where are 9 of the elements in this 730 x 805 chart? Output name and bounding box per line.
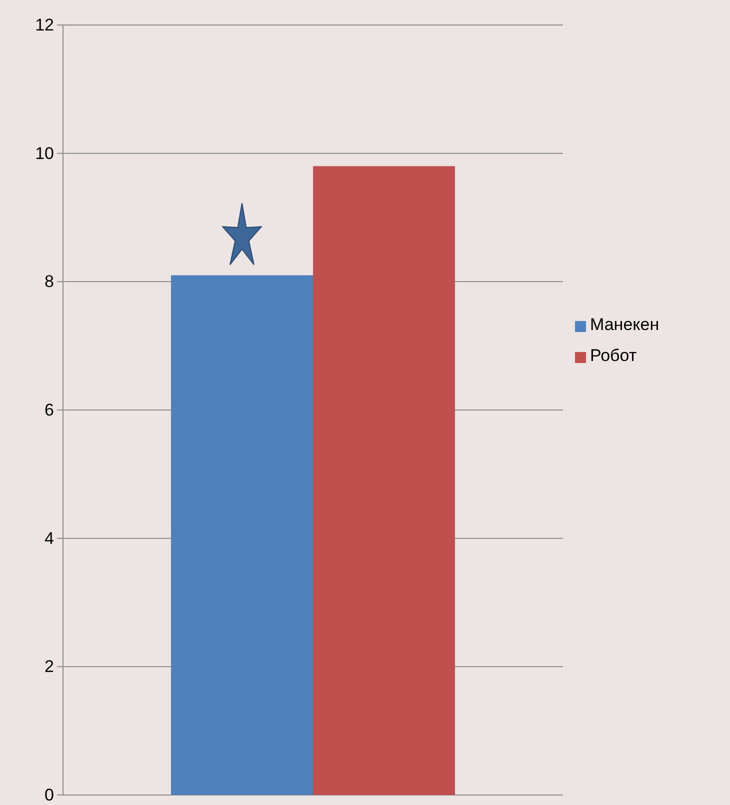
legend-label: Манекен: [590, 315, 660, 334]
y-tick-label: 10: [35, 144, 54, 163]
legend-label: Робот: [590, 346, 637, 365]
y-tick-label: 8: [44, 272, 54, 292]
y-tick-label: 12: [35, 15, 54, 34]
y-tick-label: 6: [44, 400, 54, 420]
y-tick-label: 0: [44, 785, 54, 804]
y-tick-label: 4: [44, 528, 54, 548]
y-tick-label: 2: [44, 657, 54, 676]
